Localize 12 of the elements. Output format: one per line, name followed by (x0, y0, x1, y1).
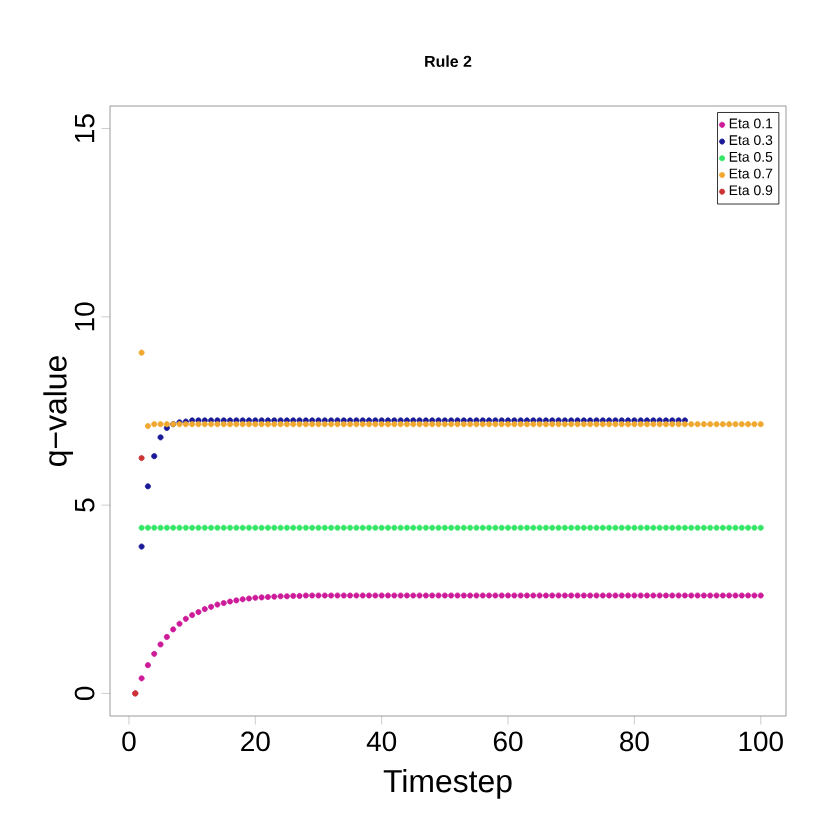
y-tick-label: 10 (74, 302, 95, 331)
y-axis-title: q−value (43, 356, 74, 466)
x-axis-title: Timestep (383, 768, 512, 799)
x-tick-label: 80 (620, 731, 649, 752)
y-tick-label: 15 (75, 114, 95, 142)
x-tick-label: 40 (366, 731, 397, 752)
y-tick-label: 0 (74, 686, 95, 701)
y-tick-label: 5 (75, 498, 95, 512)
x-tick-label: 0 (122, 731, 136, 752)
x-tick-label: 100 (739, 731, 783, 752)
x-tick-label: 60 (493, 731, 523, 752)
x-tick-label: 20 (241, 731, 270, 752)
